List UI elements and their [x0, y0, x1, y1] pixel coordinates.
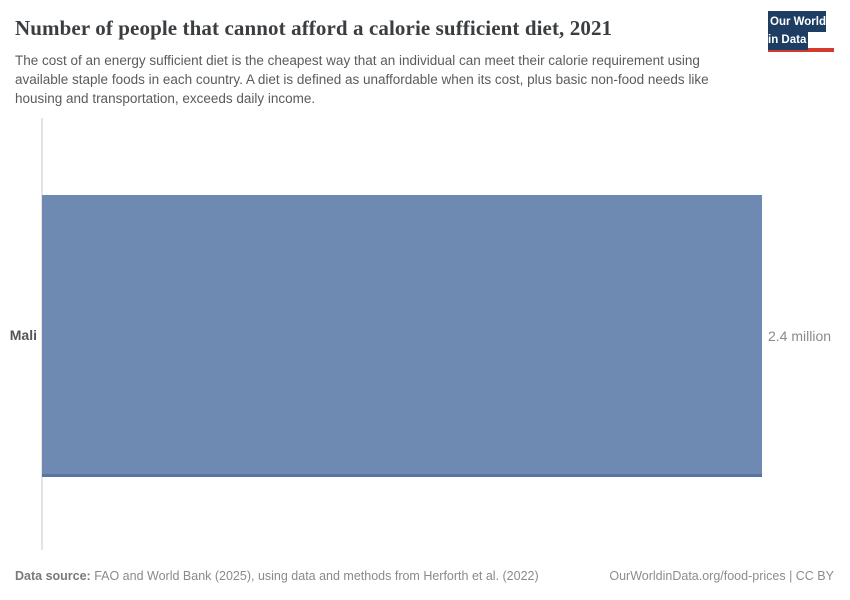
owid-logo-redbar — [768, 48, 834, 52]
data-source-note: Data source: FAO and World Bank (2025), … — [15, 569, 539, 583]
owid-logo-text: Our World in Data — [768, 11, 827, 50]
owid-logo-line1: Our World — [770, 16, 827, 28]
owid-logo[interactable]: Our World in Data — [768, 11, 834, 52]
data-source-text: FAO and World Bank (2025), using data an… — [90, 569, 539, 583]
page-title: Number of people that cannot afford a ca… — [15, 16, 613, 40]
bar-mali[interactable] — [42, 195, 762, 477]
data-source-label: Data source: — [15, 569, 91, 583]
entity-label-mali: Mali — [9, 327, 37, 343]
footer-link[interactable]: OurWorldinData.org/food-prices | CC BY — [609, 569, 834, 583]
value-label-mali: 2.4 million — [768, 328, 832, 344]
chart-subtitle: The cost of an energy sufficient diet is… — [15, 53, 709, 107]
owid-logo-line2: in Data — [768, 34, 807, 46]
